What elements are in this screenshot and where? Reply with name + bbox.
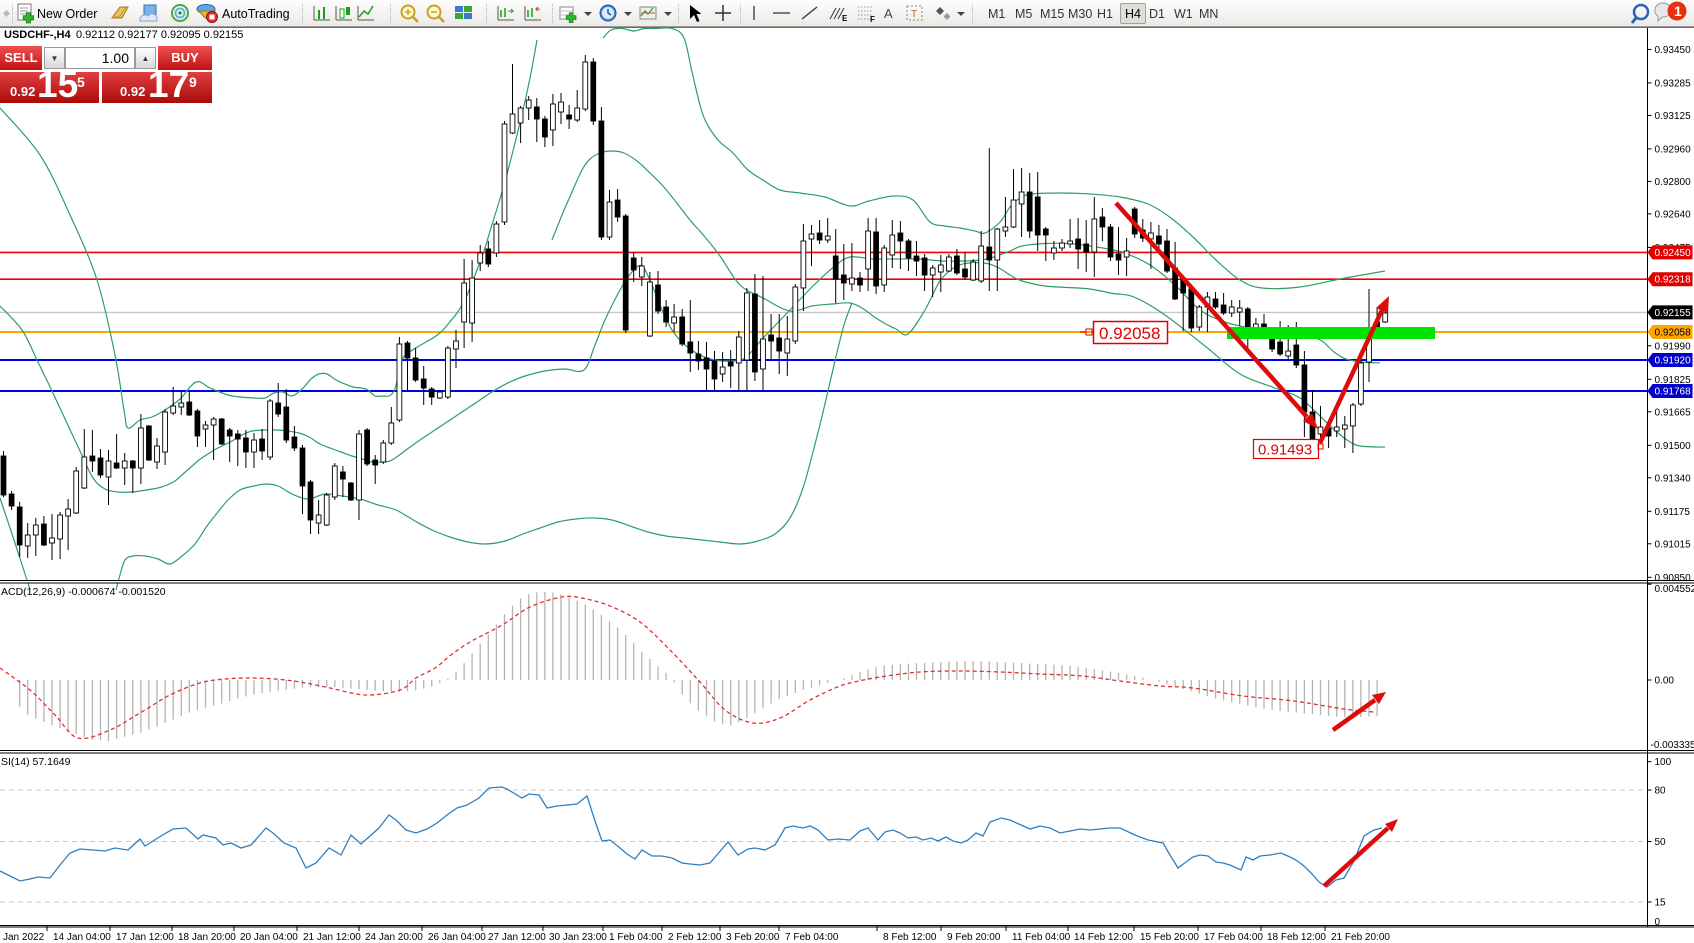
- svg-text:1: 1: [1674, 3, 1682, 19]
- svg-text:0.92640: 0.92640: [1655, 209, 1692, 220]
- svg-text:SI(14) 57.1649: SI(14) 57.1649: [1, 756, 71, 768]
- svg-text:0.93285: 0.93285: [1655, 78, 1692, 89]
- svg-text:0.91500: 0.91500: [1655, 441, 1692, 452]
- svg-text:0.91768: 0.91768: [1655, 387, 1692, 398]
- svg-text:24 Jan 20:00: 24 Jan 20:00: [365, 932, 423, 943]
- svg-text:9 Feb 20:00: 9 Feb 20:00: [947, 932, 1001, 943]
- svg-text:21 Feb 20:00: 21 Feb 20:00: [1331, 932, 1390, 943]
- svg-text:0.91015: 0.91015: [1655, 539, 1692, 550]
- svg-text:50: 50: [1655, 837, 1667, 848]
- svg-text:8 Feb 12:00: 8 Feb 12:00: [883, 932, 937, 943]
- svg-text:30 Jan 23:00: 30 Jan 23:00: [549, 932, 607, 943]
- svg-text:15 Feb 20:00: 15 Feb 20:00: [1140, 932, 1199, 943]
- svg-text:0.91175: 0.91175: [1655, 507, 1691, 518]
- svg-text:3 Feb 20:00: 3 Feb 20:00: [726, 932, 780, 943]
- svg-text:0.91920: 0.91920: [1655, 356, 1692, 367]
- svg-text:11 Feb 04:00: 11 Feb 04:00: [1012, 932, 1071, 943]
- svg-text:Jan 2022: Jan 2022: [3, 932, 45, 943]
- svg-text:14 Jan 04:00: 14 Jan 04:00: [53, 932, 111, 943]
- svg-text:18 Feb 12:00: 18 Feb 12:00: [1267, 932, 1326, 943]
- svg-text:15: 15: [1655, 898, 1667, 909]
- svg-text:17 Feb 04:00: 17 Feb 04:00: [1204, 932, 1263, 943]
- svg-text:0.92112 0.92177 0.92095 0.9215: 0.92112 0.92177 0.92095 0.92155: [76, 29, 243, 41]
- svg-text:26 Jan 04:00: 26 Jan 04:00: [428, 932, 486, 943]
- svg-text:A: A: [884, 6, 893, 21]
- svg-text:21 Jan 12:00: 21 Jan 12:00: [303, 932, 361, 943]
- svg-text:0.004552: 0.004552: [1655, 584, 1694, 595]
- svg-text:0.91340: 0.91340: [1655, 473, 1692, 484]
- svg-text:0.91665: 0.91665: [1655, 407, 1692, 418]
- svg-text:0.92155: 0.92155: [1655, 308, 1692, 319]
- svg-text:80: 80: [1655, 786, 1667, 797]
- svg-text:USDCHF-,H4: USDCHF-,H4: [4, 29, 71, 41]
- svg-text:20 Jan 04:00: 20 Jan 04:00: [240, 932, 298, 943]
- svg-text:E: E: [842, 14, 848, 23]
- svg-text:1 Feb 04:00: 1 Feb 04:00: [609, 932, 663, 943]
- svg-text:0: 0: [1655, 917, 1661, 928]
- svg-text:18 Jan 20:00: 18 Jan 20:00: [178, 932, 236, 943]
- svg-text:F: F: [870, 15, 875, 24]
- svg-text:0.93125: 0.93125: [1655, 111, 1692, 122]
- svg-text:0.92960: 0.92960: [1655, 144, 1692, 155]
- svg-text:0.92058: 0.92058: [1655, 328, 1692, 339]
- svg-text:0.00: 0.00: [1655, 676, 1675, 687]
- svg-text:27 Jan 12:00: 27 Jan 12:00: [488, 932, 546, 943]
- svg-text:0.91493: 0.91493: [1258, 442, 1312, 459]
- svg-text:0.93450: 0.93450: [1655, 45, 1692, 56]
- svg-text:0.92318: 0.92318: [1655, 275, 1692, 286]
- svg-text:0.91825: 0.91825: [1655, 375, 1692, 386]
- svg-text:0.92450: 0.92450: [1655, 248, 1692, 259]
- svg-text:100: 100: [1655, 757, 1672, 768]
- svg-text:17 Jan 12:00: 17 Jan 12:00: [116, 932, 174, 943]
- svg-text:-0.003335: -0.003335: [1651, 740, 1694, 751]
- svg-text:0.91990: 0.91990: [1655, 341, 1692, 352]
- svg-text:0.92058: 0.92058: [1099, 324, 1160, 343]
- svg-text:7 Feb 04:00: 7 Feb 04:00: [785, 932, 839, 943]
- svg-text:14 Feb 12:00: 14 Feb 12:00: [1074, 932, 1133, 943]
- svg-text:2 Feb 12:00: 2 Feb 12:00: [668, 932, 722, 943]
- svg-text:T: T: [911, 9, 917, 20]
- svg-text:0.92800: 0.92800: [1655, 177, 1692, 188]
- svg-text:ACD(12,26,9) -0.000674 -0.0015: ACD(12,26,9) -0.000674 -0.001520: [1, 586, 166, 598]
- svg-text:0.90850: 0.90850: [1655, 573, 1692, 584]
